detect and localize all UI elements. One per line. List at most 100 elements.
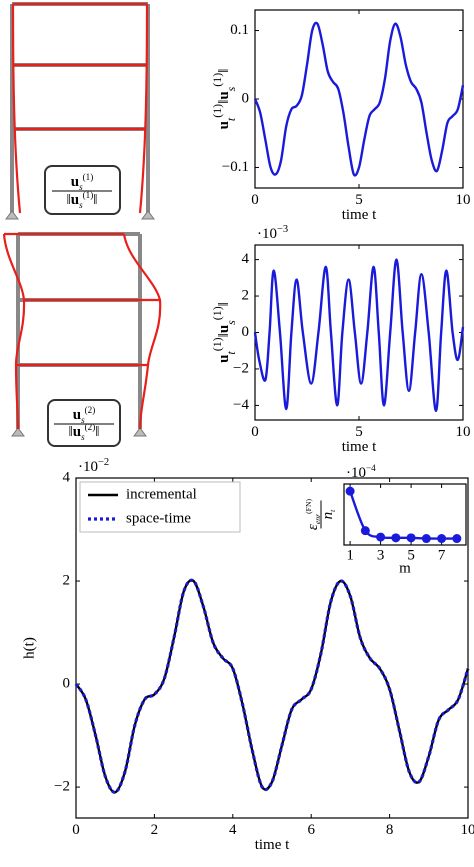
x-tick-label: 5 [407,547,415,563]
label-part: ‖ [95,424,99,440]
label: εenr(FN) [304,499,322,531]
data-line [74,578,470,794]
x-tick-label: 0 [72,822,80,838]
label-part: (1) [210,73,224,87]
label-part: ‖ [216,100,232,104]
label-part: −3 [277,224,288,235]
legend-box [79,481,241,533]
label-part: s [81,432,85,442]
data-point [345,486,355,496]
label-part: s [224,86,238,91]
label-part: −4 [366,463,376,473]
label-part: t [224,117,238,121]
label-part: ‖ [216,333,232,337]
data-line [253,258,465,413]
label-part: (1) [210,104,224,118]
x-axis-label: m [399,560,411,576]
mode-shape-1 [5,2,155,220]
x-tick-label: 8 [386,822,394,838]
x-tick-label: 1 [346,547,354,563]
label-part: u [216,121,232,129]
x-axis-label: time t [342,439,377,455]
label: ·10−3 [257,224,288,243]
label-part: t [224,351,238,355]
x-tick-label: 3 [377,547,385,563]
x-tick-label: 5 [355,424,363,440]
x-tick-label: 4 [229,822,237,838]
data-point [406,533,416,543]
label-part: (1) [210,306,224,320]
data-point [391,533,401,543]
x-tick-label: 7 [438,547,446,563]
label-part: u [73,407,81,423]
x-tick-label: 10 [461,822,474,838]
legend-label: incremental [126,486,197,502]
y-tick-label: 2 [63,572,71,588]
y-tick-label: 4 [242,251,250,267]
data-point [452,534,462,544]
label-part: ·10 [346,465,366,481]
label-part: u [71,174,79,190]
label-part: ·10 [78,459,98,475]
label-part: (2) [85,405,96,415]
label-part: enr [313,513,322,524]
label-part: s [224,320,238,325]
label: us(1) [71,172,94,192]
label-part: s [79,200,83,210]
y-axis-label: h(t) [21,637,37,659]
data-point [360,526,370,536]
label-part: ‖ [93,192,97,208]
label-part: t [328,509,337,512]
label-part: ‖ [216,69,232,73]
y-tick-label: 0 [242,90,250,106]
x-tick-label: 5 [355,192,363,208]
label-part: u [71,192,79,208]
legend-label: space-time [126,510,191,526]
label-part: −2 [98,457,109,468]
x-tick-label: 0 [251,192,259,208]
label-part: s [79,182,83,192]
mode-shape-2 [2,232,162,447]
label-part: u [73,424,81,440]
y-tick-label: 2 [242,287,250,303]
y-tick-label: −2 [54,779,70,795]
label-part: u [216,355,232,363]
label-part: (1) [83,190,94,200]
plot-frame [343,483,467,546]
label-part: ·10 [257,226,277,242]
data-line [253,21,465,177]
x-tick-label: 2 [151,822,159,838]
label-part: (1) [210,337,224,351]
x-tick-label: 6 [307,822,315,838]
label: ‖us(1)‖ [67,190,98,210]
label-part: u [216,91,232,99]
label: ·10−4 [346,463,376,481]
x-axis-label: time t [342,207,377,223]
label-part: u [216,325,232,333]
x-axis-label: time t [255,837,290,853]
label-part: n [320,512,336,520]
label: ut(1)‖us(1)‖ [210,302,238,363]
y-tick-label: −0.1 [222,159,249,175]
y-tick-label: 0.1 [230,22,249,38]
y-axis-label: εenr(FN)nt [304,499,337,531]
label-part: ‖ [216,302,232,306]
x-tick-label: 0 [251,424,259,440]
label-part: ‖ [69,424,73,440]
label-part: ‖ [67,192,71,208]
y-tick-label: 4 [63,469,71,485]
label: nt [320,509,337,520]
label-part: s [81,415,85,425]
y-tick-label: −2 [233,360,249,376]
x-tick-label: 10 [456,192,471,208]
label-part: (FN) [304,499,313,514]
data-point [421,534,431,544]
label-part: (1) [83,172,94,182]
data-point [437,534,447,544]
label: ut(1)‖us(1)‖ [210,69,238,130]
label: ·10−2 [78,457,109,476]
label-part: (2) [85,422,96,432]
plot-frame [254,244,464,421]
label: us(2) [73,405,96,425]
